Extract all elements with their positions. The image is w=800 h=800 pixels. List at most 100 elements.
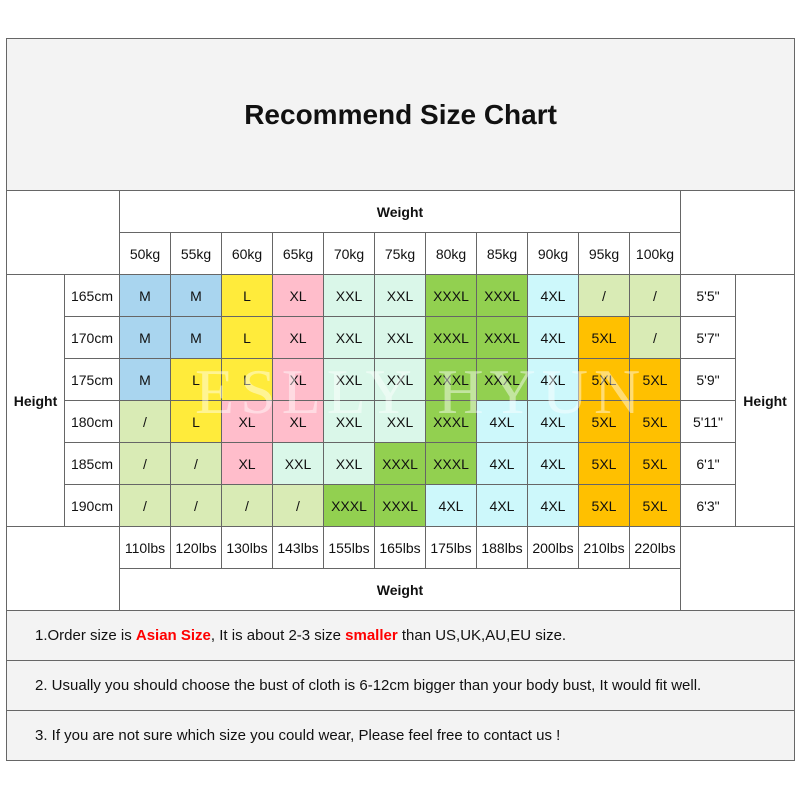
size-cell: 5XL <box>578 358 630 401</box>
highlight-text: smaller <box>345 627 398 644</box>
table-row: 3. If you are not sure which size you co… <box>5 710 796 761</box>
size-cell: M <box>119 316 171 359</box>
weight-kg-cell: 65kg <box>272 232 324 275</box>
weight-lbs-cell: 175lbs <box>425 526 477 569</box>
size-cell: 4XL <box>527 358 579 401</box>
size-cell: XL <box>272 316 324 359</box>
size-cell: XL <box>221 442 273 485</box>
weight-kg-cell: 80kg <box>425 232 477 275</box>
weight-header: Weight <box>119 190 681 233</box>
table-row: Weight <box>7 568 795 611</box>
size-cell: L <box>170 400 222 443</box>
size-cell: XXL <box>323 274 375 317</box>
height-ft-cell: 5'9" <box>680 358 736 401</box>
size-cell: XXL <box>374 400 426 443</box>
size-cell: L <box>170 358 222 401</box>
size-cell: 5XL <box>629 484 681 527</box>
size-cell: XXXL <box>323 484 375 527</box>
weight-kg-cell: 50kg <box>119 232 171 275</box>
height-ft-cell: 5'7" <box>680 316 736 359</box>
size-cell: 5XL <box>629 400 681 443</box>
note-text: 2. Usually you should choose the bust of… <box>35 677 702 694</box>
table-row: 1.Order size is Asian Size, It is about … <box>5 610 796 661</box>
note-text: 1.Order size is <box>35 627 136 644</box>
height-cm-cell: 165cm <box>64 274 120 317</box>
height-header-left: Height <box>6 274 65 527</box>
size-cell: 4XL <box>527 316 579 359</box>
weight-lbs-cell: 210lbs <box>578 526 630 569</box>
table-row: 180cm / L XL XL XXL XXL XXXL 4XL 4XL 5XL 5XL 5'11" <box>7 400 795 443</box>
size-cell: 4XL <box>476 484 528 527</box>
size-cell: / <box>119 484 171 527</box>
highlight-text: Asian Size <box>135 627 211 644</box>
size-cell: M <box>119 274 171 317</box>
size-cell: 4XL <box>527 400 579 443</box>
size-cell: / <box>170 442 222 485</box>
height-ft-cell: 5'5" <box>680 274 736 317</box>
table-row: 170cm M M L XL XXL XXL XXXL XXXL 4XL 5XL/5'7" <box>7 316 795 359</box>
blank-cell <box>6 526 120 611</box>
size-cell: 5XL <box>629 358 681 401</box>
blank-cell <box>679 526 796 611</box>
table-row: 190cm / / / / XXXL XXXL 4XL 4XL 4XL 5XL 5XL 6'3" <box>7 484 795 527</box>
size-cell: 4XL <box>476 400 528 443</box>
size-cell: XXXL <box>425 442 477 485</box>
size-cell: 5XL <box>629 442 681 485</box>
weight-footer: Weight <box>119 568 681 611</box>
weight-kg-cell: 60kg <box>221 232 273 275</box>
size-cell: XXXL <box>476 316 528 359</box>
weight-lbs-cell: 220lbs <box>629 526 681 569</box>
weight-kg-cell: 90kg <box>527 232 579 275</box>
height-cm-cell: 170cm <box>64 316 120 359</box>
size-cell: XXL <box>272 442 324 485</box>
size-cell: L <box>221 274 273 317</box>
height-ft-cell: 6'1" <box>680 442 736 485</box>
size-cell: M <box>170 316 222 359</box>
size-cell: XL <box>272 400 324 443</box>
blank-cell <box>6 190 120 275</box>
table-row: Recommend Size Chart <box>5 38 796 191</box>
size-cell: / <box>221 484 273 527</box>
size-chart-table: Recommend Size Chart Weight 50kg 55kg 60kg 65… <box>5 38 796 761</box>
size-cell: M <box>119 358 171 401</box>
size-cell: 4XL <box>425 484 477 527</box>
size-cell: L <box>221 316 273 359</box>
weight-kg-cell: 55kg <box>170 232 222 275</box>
weight-kg-cell: 85kg <box>476 232 528 275</box>
note-3: 3. If you are not sure which size you co… <box>5 710 796 761</box>
table-row: Height 165cm M M L XL XXL XXL XXXL XXXL 4XL //5'5" H… <box>6 274 796 527</box>
note-text: , It is about 2-3 size <box>210 627 346 644</box>
weight-lbs-cell: 155lbs <box>323 526 375 569</box>
size-cell: 5XL <box>578 400 630 443</box>
size-cell: XXL <box>374 274 426 317</box>
size-cell: XXXL <box>374 442 426 485</box>
height-cm-cell: 175cm <box>64 358 120 401</box>
size-cell: XL <box>272 274 324 317</box>
weight-lbs-cell: 120lbs <box>170 526 222 569</box>
size-cell: L <box>221 358 273 401</box>
size-cell: 5XL <box>578 484 630 527</box>
height-ft-cell: 6'3" <box>680 484 736 527</box>
height-ft-cell: 5'11" <box>680 400 736 443</box>
size-cell: / <box>170 484 222 527</box>
size-cell: XXXL <box>425 358 477 401</box>
size-cell: XXXL <box>425 316 477 359</box>
size-cell: XXL <box>323 442 375 485</box>
size-cell: XXL <box>323 400 375 443</box>
size-cell: XXL <box>374 358 426 401</box>
note-1: 1.Order size is Asian Size, It is about … <box>5 610 796 661</box>
height-cm-cell: 180cm <box>64 400 120 443</box>
size-cell: / <box>629 274 681 317</box>
note-text: than US,UK,AU,EU size. <box>397 627 567 644</box>
size-cell: XXL <box>374 316 426 359</box>
blank-cell <box>679 190 796 275</box>
size-cell: XL <box>221 400 273 443</box>
note-text: 3. If you are not sure which size you co… <box>35 727 561 744</box>
height-header-right: Height <box>734 274 796 527</box>
table-row: 2. Usually you should choose the bust of… <box>5 660 796 711</box>
weight-lbs-cell: 200lbs <box>527 526 579 569</box>
table-row: Weight <box>6 190 796 275</box>
size-cell: XXXL <box>476 358 528 401</box>
size-cell: 5XL <box>578 442 630 485</box>
table-row: 175cm M L L XL XXL XXL XXXL XXXL 4XL 5XL 5XL 5'9" <box>7 358 795 401</box>
